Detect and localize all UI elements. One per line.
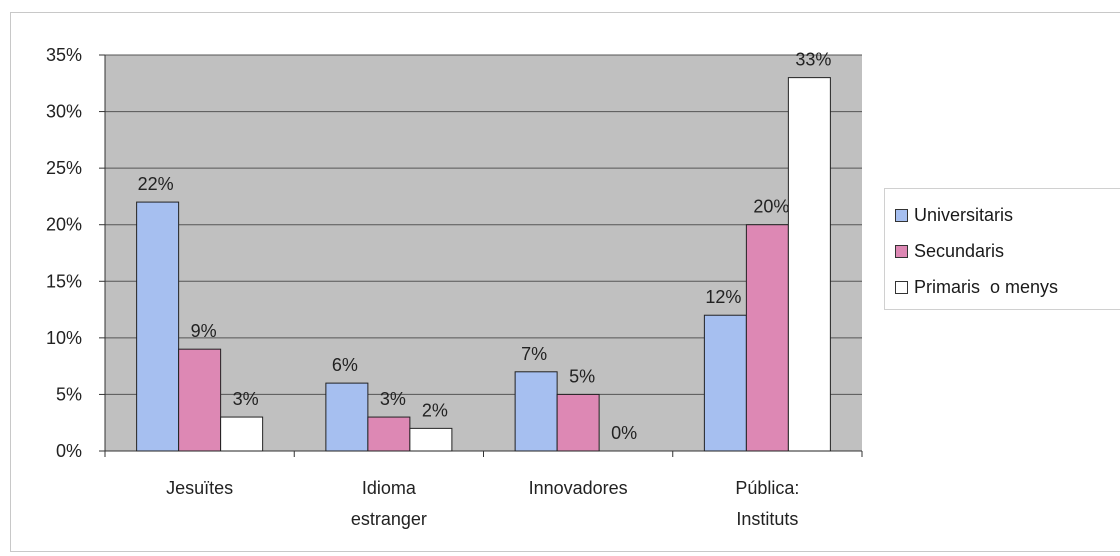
- y-tick-label: 0%: [56, 441, 82, 461]
- bar: [367, 416, 411, 452]
- data-label: 20%: [753, 197, 789, 217]
- x-tick-label: Innovadores: [529, 478, 628, 498]
- bar: [787, 77, 831, 452]
- data-label: 0%: [611, 423, 637, 443]
- data-label: 12%: [705, 287, 741, 307]
- legend-label-primaris: Primaris o menys: [914, 276, 1059, 297]
- x-tick-label: estranger: [351, 509, 427, 529]
- legend-item-universitaris: Universitaris: [895, 202, 1013, 228]
- bar: [556, 393, 600, 452]
- y-tick-label: 5%: [56, 384, 82, 404]
- data-label: 3%: [380, 389, 406, 409]
- legend-label-universitaris: Universitaris: [914, 204, 1014, 225]
- bar: [703, 314, 747, 452]
- y-tick-label: 20%: [46, 215, 82, 235]
- y-tick-label: 25%: [46, 158, 82, 178]
- data-label: 5%: [569, 366, 595, 386]
- legend-swatch-universitaris: [895, 208, 908, 222]
- legend-item-secundaris: Secundaris: [895, 238, 1004, 264]
- legend-label-secundaris: Secundaris: [914, 240, 1005, 261]
- y-tick-label: 15%: [46, 271, 82, 291]
- x-tick-label: Instituts: [736, 509, 798, 529]
- bar: [220, 416, 264, 452]
- x-tick-label: Pública:: [735, 478, 799, 498]
- data-label: 6%: [332, 355, 358, 375]
- bar: [178, 348, 222, 452]
- legend: Universitaris Secundaris Primaris o meny…: [884, 188, 1120, 310]
- x-tick-label: Jesuïtes: [166, 478, 233, 498]
- legend-swatch-primaris: [895, 280, 908, 294]
- data-label: 9%: [191, 321, 217, 341]
- data-label: 3%: [233, 389, 259, 409]
- bar: [514, 371, 558, 452]
- x-tick-label: Idioma: [362, 478, 417, 498]
- data-label: 2%: [422, 400, 448, 420]
- data-label: 7%: [521, 344, 547, 364]
- bar: [325, 382, 369, 452]
- bar: [745, 224, 789, 452]
- y-tick-label: 10%: [46, 328, 82, 348]
- bar: [136, 201, 180, 452]
- data-label: 22%: [138, 174, 174, 194]
- y-tick-label: 30%: [46, 102, 82, 122]
- bar: [409, 427, 453, 452]
- y-tick-label: 35%: [46, 45, 82, 65]
- data-label: 33%: [795, 50, 831, 70]
- legend-swatch-secundaris: [895, 244, 908, 258]
- legend-item-primaris: Primaris o menys: [895, 274, 1058, 300]
